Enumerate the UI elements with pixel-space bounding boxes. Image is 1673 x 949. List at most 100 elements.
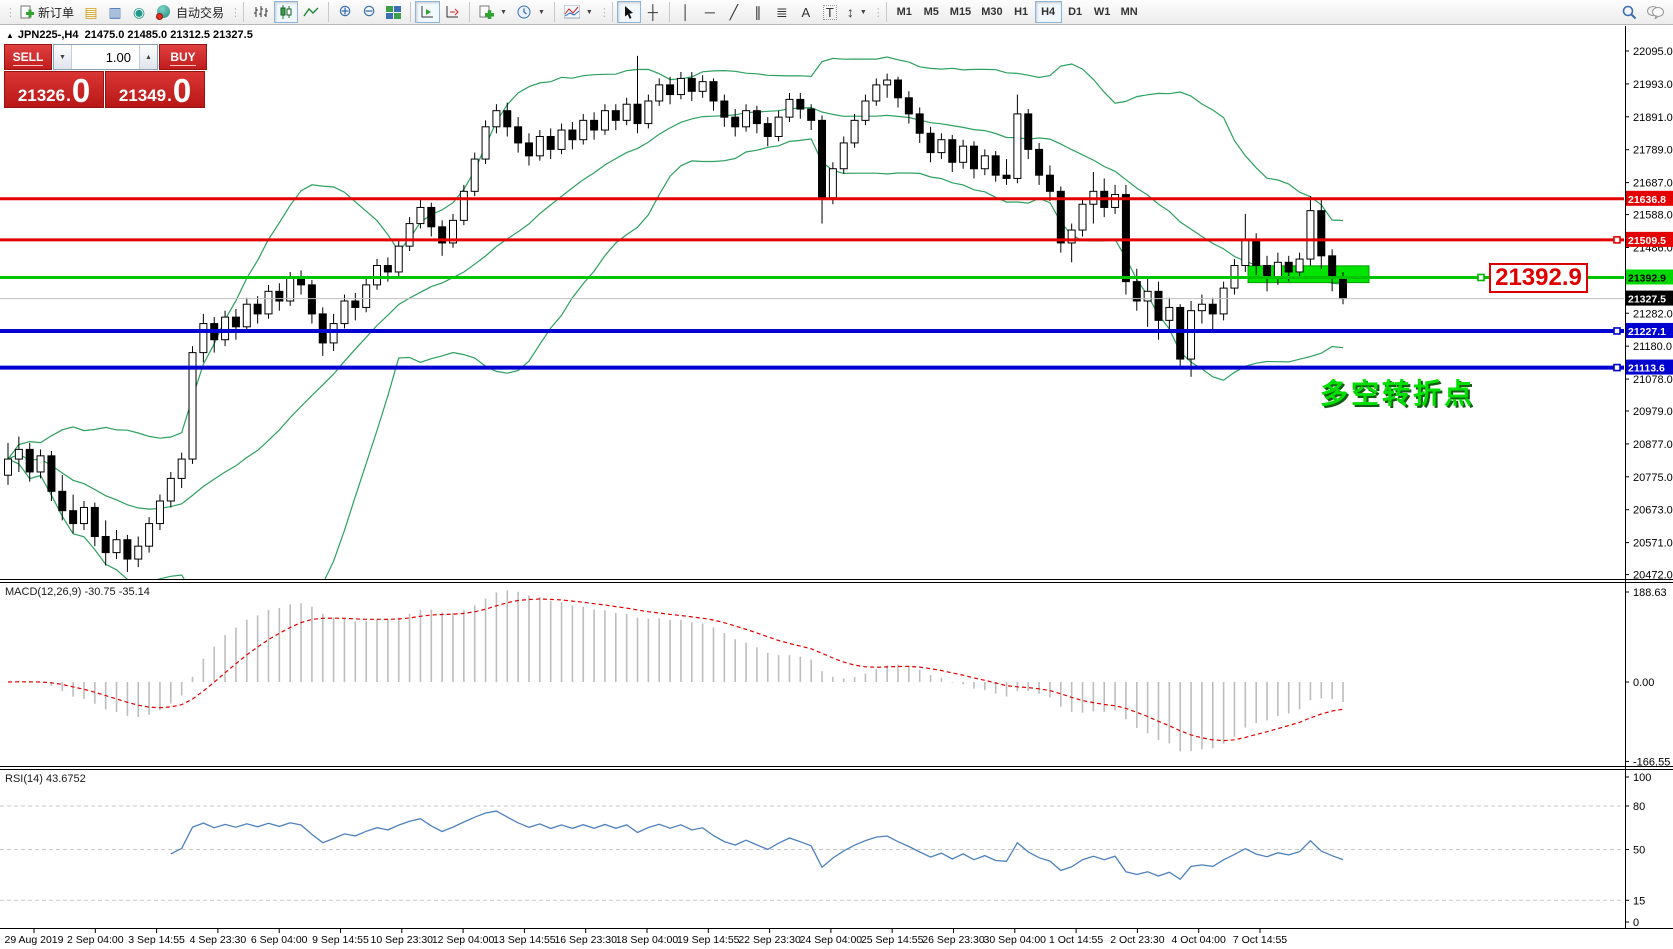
- axis-label: 20979.0: [1633, 406, 1673, 418]
- toolbar-separator: [328, 2, 330, 22]
- candle-body: [807, 108, 816, 121]
- timeframe-h1-button[interactable]: H1: [1008, 1, 1035, 23]
- chat-button[interactable]: [1642, 1, 1669, 23]
- arrows-tool-button[interactable]: ↕ ▼: [842, 1, 872, 23]
- candle-body: [492, 110, 501, 128]
- cursor-tool-button[interactable]: [616, 1, 641, 23]
- zoom-out-button[interactable]: ⊖: [357, 1, 381, 23]
- candlestick-chart-button[interactable]: [274, 1, 299, 23]
- channel-tool-button[interactable]: ∥: [746, 1, 770, 23]
- sell-price-point: .: [66, 86, 71, 105]
- new-order-button[interactable]: 新订单: [14, 1, 79, 23]
- vertical-line-tool-button[interactable]: │: [674, 1, 698, 23]
- dropdown-icon: ▼: [500, 8, 507, 16]
- bar-chart-button[interactable]: [248, 1, 274, 23]
- sell-price[interactable]: 21326. 0: [4, 71, 104, 108]
- buy-button[interactable]: BUY: [159, 44, 207, 70]
- candle-body: [373, 265, 382, 286]
- candle-body: [340, 300, 349, 325]
- timeframe-m5-button[interactable]: M5: [918, 1, 945, 23]
- search-button[interactable]: [1617, 1, 1642, 23]
- tile-windows-button[interactable]: [381, 1, 406, 23]
- toolbar-grip[interactable]: ⋮⋮: [598, 6, 605, 19]
- candle-body: [1284, 261, 1293, 273]
- trendline-tool-button[interactable]: ╱: [722, 1, 746, 23]
- axis-label: 20472.0: [1633, 570, 1673, 582]
- timeframe-m30-button[interactable]: M30: [976, 1, 1007, 23]
- buy-price-main: 21349: [118, 86, 167, 105]
- terminal-button[interactable]: ◉: [127, 1, 151, 23]
- price-callout-label[interactable]: 21392.9: [1489, 263, 1588, 293]
- candle-body: [470, 158, 479, 192]
- sell-button[interactable]: SELL: [4, 44, 52, 70]
- toolbar-grip[interactable]: ⋮⋮: [230, 6, 237, 19]
- time-axis-label: 4 Oct 04:00: [1172, 934, 1226, 946]
- navigator-button[interactable]: ▥: [103, 1, 127, 23]
- candle-body: [383, 265, 392, 273]
- auto-scroll-button[interactable]: [415, 1, 441, 23]
- line-handle[interactable]: [1613, 236, 1621, 244]
- timeframe-m15-button[interactable]: M15: [945, 1, 976, 23]
- candle-body: [221, 316, 230, 341]
- candle-body: [199, 323, 208, 354]
- time-axis-label: 30 Sep 04:00: [984, 934, 1047, 946]
- turning-point-annotation[interactable]: 多空转折点: [1320, 378, 1476, 409]
- text-label-tool-button[interactable]: T: [818, 1, 842, 23]
- zoom-in-button[interactable]: ⊕: [333, 1, 357, 23]
- price-tag-label: 21636.8: [1628, 194, 1666, 206]
- new-chart-icon: [479, 5, 495, 19]
- line-chart-button[interactable]: [298, 1, 324, 23]
- candle-body: [894, 79, 902, 99]
- candle-body: [1165, 306, 1174, 321]
- candle-body: [351, 300, 360, 308]
- buy-price[interactable]: 21349. 0: [105, 71, 205, 108]
- time-axis-label: 7 Oct 14:55: [1233, 934, 1287, 946]
- line-handle[interactable]: [1613, 327, 1621, 335]
- timeframe-mn-button[interactable]: MN: [1116, 1, 1143, 23]
- chart-shift-button[interactable]: [440, 1, 465, 23]
- axis-label: 20571.0: [1633, 538, 1673, 550]
- line-handle[interactable]: [1477, 273, 1485, 282]
- market-watch-button[interactable]: ▤: [79, 1, 103, 23]
- timeframe-w1-button[interactable]: W1: [1089, 1, 1116, 23]
- auto-trading-button[interactable]: 自动交易: [151, 1, 229, 23]
- price-tag-21327.5: [1626, 290, 1673, 306]
- timeframe-h4-button[interactable]: H4: [1034, 1, 1062, 23]
- candle-body: [698, 81, 707, 92]
- candle-body: [112, 539, 121, 554]
- candle-body: [622, 103, 631, 121]
- chart-ohlc-values: 21475.0 21485.0 21312.5 21327.5: [84, 29, 253, 41]
- candle-body: [329, 323, 338, 344]
- indicators-button[interactable]: ▼: [559, 1, 598, 23]
- fibonacci-tool-button[interactable]: ≣: [770, 1, 794, 23]
- candle-body: [818, 119, 827, 199]
- axis-label: -166.55: [1633, 756, 1670, 768]
- candle-body: [600, 110, 609, 131]
- crosshair-tool-button[interactable]: ┼: [641, 1, 665, 23]
- candle-body: [1197, 303, 1206, 312]
- time-axis-label: 13 Sep 14:55: [493, 934, 556, 946]
- profiles-button[interactable]: ▼: [512, 1, 550, 23]
- candle-body: [687, 77, 696, 92]
- line-handle[interactable]: [1613, 363, 1621, 372]
- text-tool-button[interactable]: A: [794, 1, 818, 23]
- candle-body: [416, 206, 425, 225]
- toolbar-grip[interactable]: ⋮⋮: [872, 6, 879, 19]
- price-tag-21227.1: [1626, 322, 1673, 338]
- toolbar-grip[interactable]: ⋮⋮: [5, 6, 11, 19]
- candle-body: [123, 539, 132, 560]
- timeframe-m1-button[interactable]: M1: [891, 1, 918, 23]
- price-chart[interactable]: 22095.0 21993.0 21891.0 21789.0 21687.0 21588…: [0, 26, 1673, 949]
- new-chart-button[interactable]: ▼: [474, 1, 512, 23]
- volume-up-button[interactable]: ▲: [139, 45, 157, 69]
- volume-down-button[interactable]: ▼: [54, 45, 72, 69]
- candle-body: [644, 100, 653, 125]
- candle-body: [231, 316, 240, 328]
- horizontal-line-tool-button[interactable]: ─: [698, 1, 722, 23]
- timeframe-d1-button[interactable]: D1: [1062, 1, 1089, 23]
- trendline-icon: ╱: [729, 4, 739, 20]
- candle-body: [763, 123, 772, 137]
- candle-body: [166, 477, 175, 502]
- candle-body: [1013, 113, 1022, 179]
- volume-input[interactable]: 1.00: [105, 49, 131, 65]
